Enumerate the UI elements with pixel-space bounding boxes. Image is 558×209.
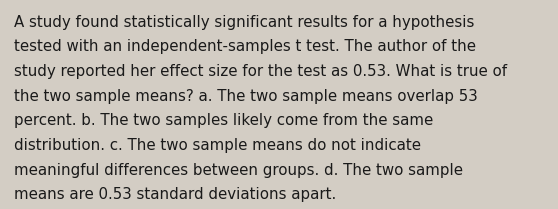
Text: study reported her effect size for the test as 0.53. What is true of: study reported her effect size for the t… bbox=[14, 64, 507, 79]
Text: percent. b. The two samples likely come from the same: percent. b. The two samples likely come … bbox=[14, 113, 433, 128]
Text: distribution. c. The two sample means do not indicate: distribution. c. The two sample means do… bbox=[14, 138, 421, 153]
Text: meaningful differences between groups. d. The two sample: meaningful differences between groups. d… bbox=[14, 163, 463, 178]
Text: A study found statistically significant results for a hypothesis: A study found statistically significant … bbox=[14, 15, 474, 30]
Text: tested with an independent-samples t test. The author of the: tested with an independent-samples t tes… bbox=[14, 39, 476, 54]
Text: the two sample means? a. The two sample means overlap 53: the two sample means? a. The two sample … bbox=[14, 89, 478, 104]
Text: means are 0.53 standard deviations apart.: means are 0.53 standard deviations apart… bbox=[14, 187, 336, 202]
